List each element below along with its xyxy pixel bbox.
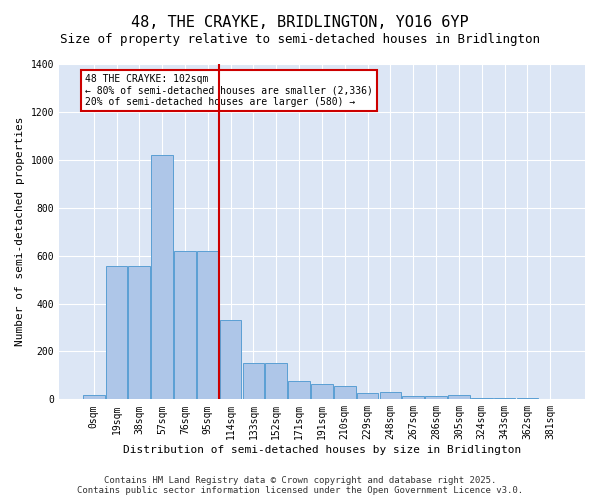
Text: Size of property relative to semi-detached houses in Bridlington: Size of property relative to semi-detach… [60, 32, 540, 46]
Bar [448, 395, 470, 400]
Bar [128, 266, 150, 400]
Bar [380, 392, 401, 400]
Bar [311, 384, 333, 400]
Text: 48, THE CRAYKE, BRIDLINGTON, YO16 6YP: 48, THE CRAYKE, BRIDLINGTON, YO16 6YP [131, 15, 469, 30]
Bar [242, 364, 265, 400]
Bar [403, 396, 424, 400]
Bar [425, 396, 447, 400]
Bar [220, 320, 241, 400]
Bar [83, 394, 104, 400]
Bar [265, 364, 287, 400]
Bar [197, 251, 218, 400]
Bar [357, 394, 379, 400]
Bar [288, 382, 310, 400]
Bar [471, 398, 493, 400]
Text: Contains HM Land Registry data © Crown copyright and database right 2025.
Contai: Contains HM Land Registry data © Crown c… [77, 476, 523, 495]
Y-axis label: Number of semi-detached properties: Number of semi-detached properties [15, 117, 25, 346]
Bar [106, 266, 127, 400]
Bar [334, 386, 356, 400]
Bar [517, 398, 538, 400]
Text: 48 THE CRAYKE: 102sqm
← 80% of semi-detached houses are smaller (2,336)
20% of s: 48 THE CRAYKE: 102sqm ← 80% of semi-deta… [85, 74, 373, 108]
Bar [174, 251, 196, 400]
X-axis label: Distribution of semi-detached houses by size in Bridlington: Distribution of semi-detached houses by … [123, 445, 521, 455]
Bar [494, 398, 515, 400]
Bar [151, 155, 173, 400]
